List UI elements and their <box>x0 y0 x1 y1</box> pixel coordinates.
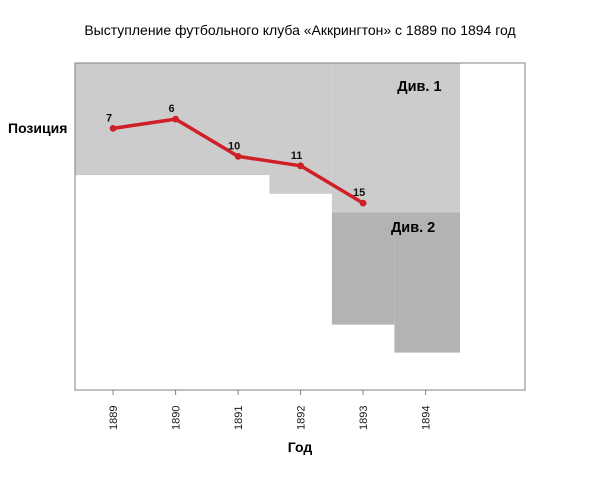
division-band-1 <box>269 63 332 194</box>
data-point <box>297 162 304 170</box>
x-axis-label: Год <box>288 439 313 455</box>
plot-frame <box>74 62 526 391</box>
x-tick-label: 1893 <box>358 406 370 430</box>
chart-title: Выступление футбольного клуба «Аккрингто… <box>84 22 516 38</box>
x-tick-label: 1890 <box>171 406 183 430</box>
division-band-1 <box>331 63 460 213</box>
x-tick-label: 1889 <box>108 406 120 430</box>
data-point <box>359 199 367 207</box>
x-tick-label: 1894 <box>421 406 433 430</box>
x-tick-label: 1891 <box>233 406 245 430</box>
point-label: 7 <box>106 112 112 124</box>
y-axis-label: Позиция <box>8 120 67 136</box>
division-band-2 <box>394 212 460 353</box>
band-label-1: Див. 1 <box>397 79 441 95</box>
band-label-2: Див. 2 <box>391 220 435 236</box>
data-point <box>234 153 242 160</box>
x-tick-label: 1892 <box>296 406 308 430</box>
data-point <box>172 115 180 123</box>
division-band-2 <box>331 212 395 325</box>
point-label: 10 <box>228 140 240 152</box>
point-label: 15 <box>353 187 365 199</box>
data-point <box>109 124 117 132</box>
point-label: 6 <box>169 103 175 115</box>
point-label: 11 <box>291 150 303 162</box>
